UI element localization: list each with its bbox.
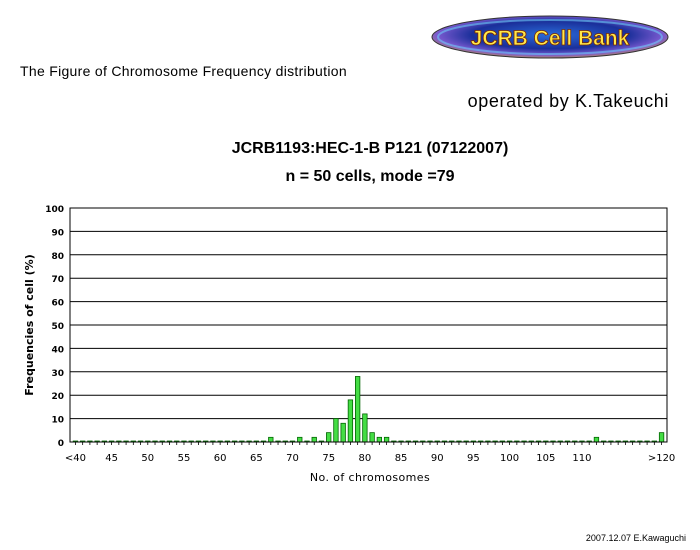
logo-text: JCRB Cell Bank <box>471 27 630 50</box>
histogram-bar <box>658 432 665 443</box>
tick-labels: 0 10 20 30 40 50 60 70 80 90 100 <40 45 50 55 60 65 70 75 8… <box>45 205 675 464</box>
histogram-bar <box>297 436 303 443</box>
jcrb-cell-bank-logo: JCRB Cell Bank <box>431 15 669 59</box>
x-tick-label: 50 <box>141 453 154 464</box>
x-tick-label: 110 <box>572 453 591 464</box>
histogram-bar <box>376 436 382 443</box>
y-tick-label: 70 <box>51 275 64 285</box>
y-tick-label: 20 <box>51 392 64 402</box>
y-axis-label: Frequencies of cell (%) <box>23 254 36 395</box>
y-tick-label: 10 <box>51 416 64 426</box>
x-tick-label: 80 <box>359 453 372 464</box>
x-tick-label: >120 <box>648 453 675 464</box>
x-tick-label: 90 <box>431 453 444 464</box>
histogram-bar <box>326 432 332 443</box>
y-tick-label: 100 <box>45 205 64 215</box>
y-tick-label: 60 <box>51 299 64 309</box>
x-tick-label: 95 <box>467 453 480 464</box>
chart-title: JCRB1193:HEC-1-B P121 (07122007) <box>231 140 509 157</box>
x-tick-label: 45 <box>105 453 118 464</box>
x-tick-label: 105 <box>536 453 555 464</box>
grid-lines <box>70 207 667 443</box>
footer-credit: 2007.12.07 E.Kawaguchi <box>585 533 686 543</box>
x-tick-label: <40 <box>65 453 86 464</box>
x-tick-label: 65 <box>250 453 263 464</box>
x-tick-label: 85 <box>395 453 408 464</box>
histogram-bar <box>333 418 339 443</box>
plot-frame <box>69 207 668 443</box>
x-tick-label: 70 <box>286 453 299 464</box>
histogram-bar <box>362 413 368 443</box>
bar-series <box>72 376 665 443</box>
histogram-bar <box>268 436 274 443</box>
histogram-bar <box>340 422 346 443</box>
histogram-bar <box>593 436 600 443</box>
x-tick-label: 60 <box>214 453 227 464</box>
histogram-bar <box>355 376 361 443</box>
y-tick-label: 90 <box>51 228 64 238</box>
operator-credit: operated by K.Takeuchi <box>467 91 669 111</box>
histogram-bar <box>383 436 390 443</box>
y-tick-label: 50 <box>51 322 64 332</box>
chart-subtitle: n = 50 cells, mode =79 <box>285 168 455 185</box>
x-tick-label: 55 <box>178 453 191 464</box>
histogram-bar <box>347 399 354 443</box>
y-tick-label: 0 <box>58 439 64 449</box>
histogram-bar <box>369 432 375 443</box>
x-tick-label: 75 <box>322 453 335 464</box>
axes <box>69 207 668 445</box>
x-tick-label: 100 <box>500 453 519 464</box>
x-axis-label: No. of chromosomes <box>310 471 430 484</box>
histogram-bar <box>311 436 317 443</box>
y-tick-label: 40 <box>51 345 64 355</box>
y-tick-label: 30 <box>51 369 64 379</box>
y-tick-label: 80 <box>51 252 64 262</box>
figure-caption: The Figure of Chromosome Frequency distr… <box>20 63 347 79</box>
